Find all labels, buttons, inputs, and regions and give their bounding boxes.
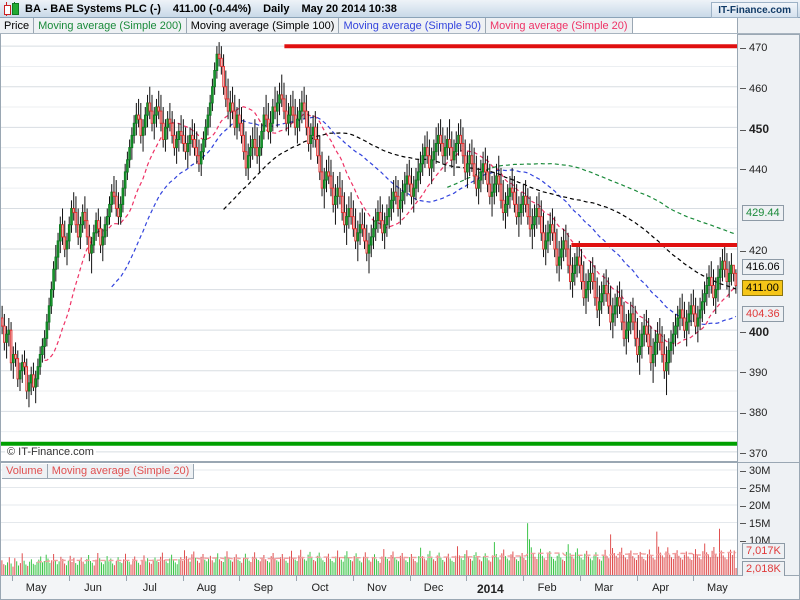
time-label-Sep: Sep bbox=[253, 582, 274, 594]
legend-empty-space bbox=[632, 18, 738, 33]
time-tick bbox=[12, 576, 14, 581]
legend-price[interactable]: Price bbox=[0, 18, 35, 33]
price-tick-400: 400 bbox=[740, 325, 769, 339]
axis-divider bbox=[738, 462, 800, 463]
volume-tick-30M: 30M bbox=[740, 465, 770, 477]
it-finance-logo: IT-Finance.com bbox=[711, 2, 798, 18]
time-label-Jun: Jun bbox=[84, 582, 102, 594]
price-tick-370: 370 bbox=[740, 448, 767, 460]
right-value-axis[interactable]: 470 460 450 440 420 400 390 380 370 429.44 416.06 4… bbox=[738, 34, 800, 577]
time-label-2014: 2014 bbox=[476, 582, 504, 596]
time-tick bbox=[579, 576, 581, 581]
legend-axis-gap bbox=[738, 18, 800, 33]
legend-ma50[interactable]: Moving average (Simple 50) bbox=[339, 18, 487, 33]
time-label-May: May bbox=[25, 582, 47, 594]
time-tick bbox=[125, 576, 127, 581]
price-chart-pane[interactable]: © IT-Finance.com bbox=[0, 34, 738, 462]
time-tick bbox=[239, 576, 241, 581]
price-tick-450: 450 bbox=[740, 122, 769, 136]
volume-tick-25M: 25M bbox=[740, 483, 770, 495]
volume-legend-bar: Volume Moving average (Simple 20) bbox=[2, 464, 195, 479]
ma20-value: 404.36 bbox=[742, 306, 784, 323]
title-bar: BA - BAE Systems PLC (-) 411.00 (-0.44%) D… bbox=[0, 0, 800, 18]
time-label-Dec: Dec bbox=[423, 582, 444, 594]
instrument-header: BA - BAE Systems PLC (-) 411.00 (-0.44%) D… bbox=[25, 3, 409, 15]
time-axis[interactable]: May Jun Jul Aug Sep Oct Nov Dec 2014 Feb Mar Apr May bbox=[0, 576, 800, 600]
legend-volume[interactable]: Volume bbox=[2, 464, 48, 479]
legend-ma200[interactable]: Moving average (Simple 200) bbox=[34, 18, 187, 33]
indicator-legend-bar: Price Moving average (Simple 200) Moving… bbox=[0, 18, 800, 34]
volume-chart-pane[interactable]: Volume Moving average (Simple 20) bbox=[0, 462, 738, 576]
time-tick bbox=[68, 576, 70, 581]
time-tick bbox=[636, 576, 638, 581]
price-plot bbox=[1, 42, 737, 453]
time-tick bbox=[352, 576, 354, 581]
volume-value: 2,018K bbox=[742, 560, 785, 577]
time-tick bbox=[693, 576, 695, 581]
quote-datetime: May 20 2014 10:38 bbox=[301, 2, 397, 15]
time-label-Apr: Apr bbox=[652, 582, 670, 594]
legend-ma20[interactable]: Moving average (Simple 20) bbox=[486, 18, 633, 33]
time-label-May: May bbox=[707, 582, 728, 594]
ma200-value: 429.44 bbox=[742, 204, 784, 221]
time-tick bbox=[409, 576, 411, 581]
time-label-Mar: Mar bbox=[594, 582, 614, 594]
price-tick-440: 440 bbox=[740, 164, 767, 176]
timeframe: Daily bbox=[263, 2, 290, 15]
time-tick bbox=[182, 576, 184, 581]
watermark: © IT-Finance.com bbox=[5, 446, 96, 458]
candlestick-icon bbox=[3, 1, 21, 16]
last-price: 411.00 bbox=[742, 279, 783, 296]
instrument-symbol: BA - BAE Systems PLC (-) bbox=[25, 2, 161, 15]
price-tick-460: 460 bbox=[740, 83, 767, 95]
time-label-Jul: Jul bbox=[142, 582, 157, 594]
time-tick bbox=[296, 576, 298, 581]
time-label-Aug: Aug bbox=[196, 582, 217, 594]
volume-ma-value: 7,017K bbox=[742, 543, 785, 560]
time-label-Nov: Nov bbox=[367, 582, 387, 594]
legend-ma100[interactable]: Moving average (Simple 100) bbox=[186, 18, 340, 33]
legend-volume-ma20[interactable]: Moving average (Simple 20) bbox=[47, 464, 195, 479]
time-label-Oct: Oct bbox=[311, 582, 329, 594]
price-change: 411.00 (-0.44%) bbox=[172, 2, 252, 15]
volume-tick-20M: 20M bbox=[740, 500, 770, 512]
volume-plot bbox=[1, 469, 737, 575]
time-tick bbox=[466, 576, 468, 581]
price-tick-470: 470 bbox=[740, 42, 767, 54]
price-tick-390: 390 bbox=[740, 367, 767, 379]
time-label-Feb: Feb bbox=[537, 582, 557, 594]
time-tick bbox=[523, 576, 525, 581]
volume-tick-15M: 15M bbox=[740, 518, 770, 530]
price-tick-380: 380 bbox=[740, 407, 767, 419]
high-value: 416.06 bbox=[742, 259, 784, 275]
price-tick-420: 420 bbox=[740, 245, 767, 257]
